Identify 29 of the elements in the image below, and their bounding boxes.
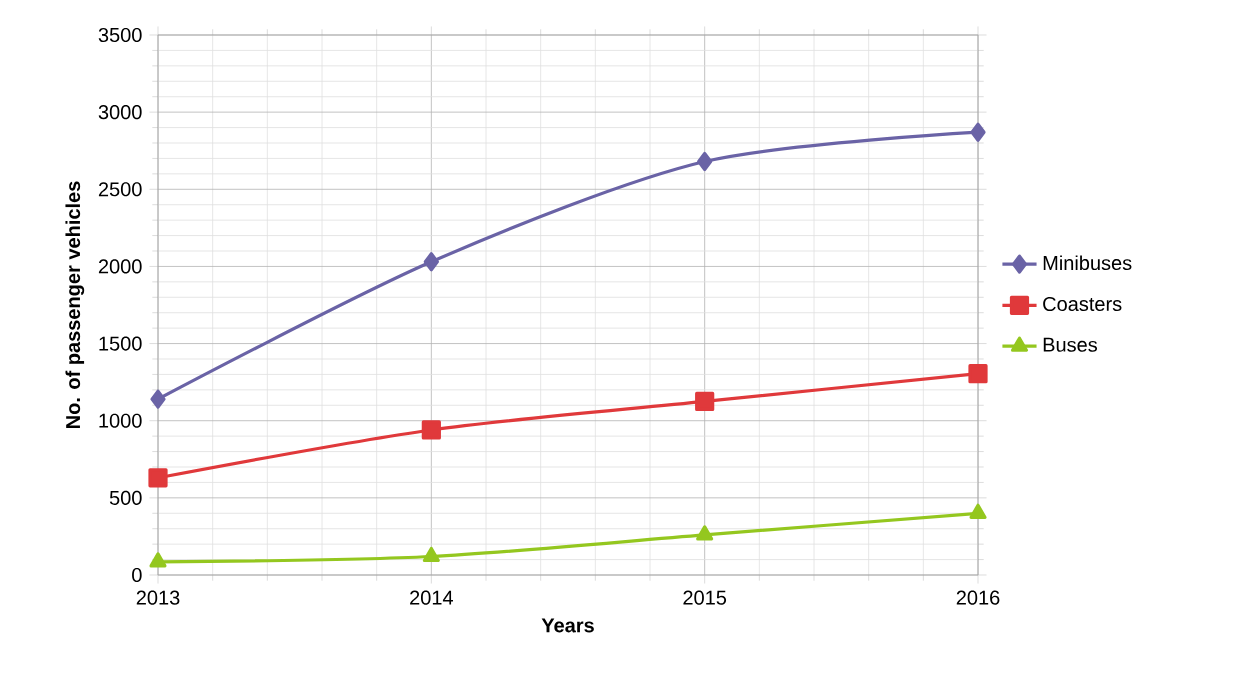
y-tick-label: 3500 (98, 27, 142, 43)
y-tick-label: 1500 (99, 336, 142, 351)
point (423, 252, 439, 272)
legend-label: Coasters (1043, 296, 1122, 312)
legend-label: Buses (1043, 337, 1098, 352)
y-tick-label: 3000 (98, 105, 142, 120)
point (150, 389, 166, 409)
x-tick-label: 2015 (683, 590, 727, 605)
point (148, 468, 168, 488)
point (696, 525, 714, 541)
y-tick-label: 2500 (98, 182, 142, 197)
point (968, 364, 988, 384)
y-tick-label: 2000 (98, 259, 142, 274)
point (422, 546, 440, 563)
x-tick-label: 2013 (136, 590, 180, 605)
y-axis-title: No. of passenger vehicles (65, 181, 85, 428)
x-axis-title: Years (541, 618, 594, 633)
point (697, 151, 713, 172)
point (969, 503, 987, 519)
x-tick-label: 2014 (410, 590, 453, 605)
y-tick-label: 0 (132, 567, 142, 583)
y-tick-label: 1000 (99, 413, 142, 428)
point (970, 122, 986, 142)
point (695, 391, 715, 412)
y-tick-label: 500 (109, 490, 142, 505)
point (421, 420, 441, 440)
legend-label: Minibuses (1043, 255, 1132, 271)
point (149, 552, 167, 568)
x-tick-label: 2016 (956, 590, 1000, 605)
